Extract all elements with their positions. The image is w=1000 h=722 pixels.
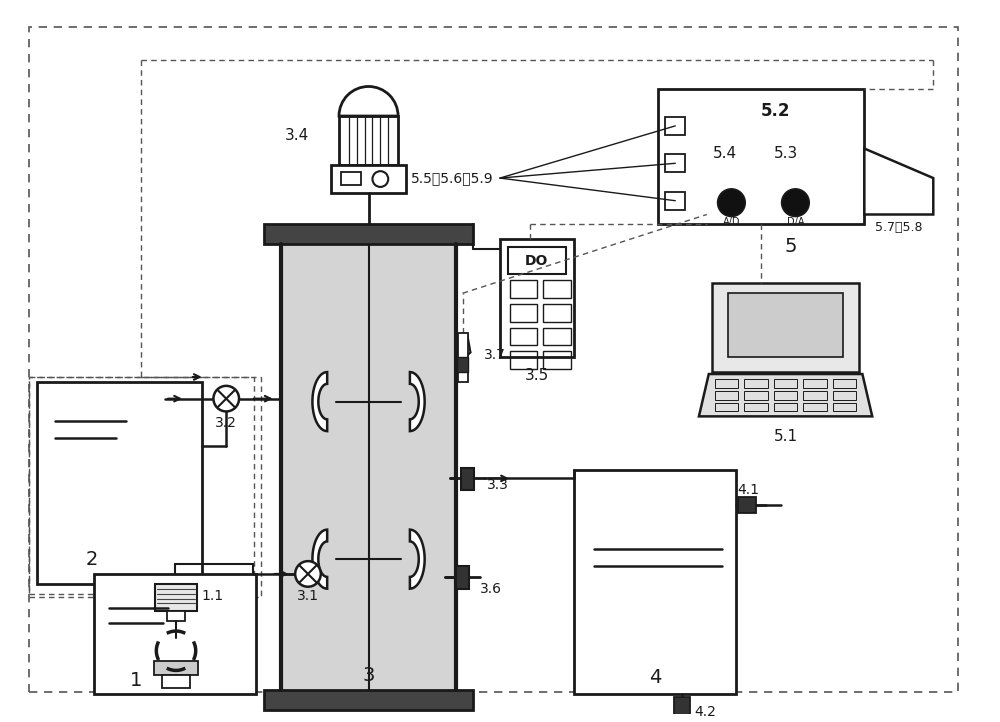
Text: 3.3: 3.3: [487, 478, 509, 492]
Bar: [803, 391, 827, 400]
Bar: [715, 379, 738, 388]
Text: DO: DO: [525, 253, 549, 268]
Circle shape: [295, 561, 321, 587]
Text: 1.1: 1.1: [202, 588, 224, 603]
Text: 5.5、5.6、5.9: 5.5、5.6、5.9: [411, 171, 494, 185]
Text: 5.2: 5.2: [761, 102, 790, 120]
Polygon shape: [699, 374, 872, 417]
Bar: [543, 352, 571, 369]
Text: 3.6: 3.6: [480, 582, 502, 596]
Bar: [774, 391, 797, 400]
Circle shape: [372, 171, 388, 187]
Wedge shape: [339, 87, 398, 116]
Bar: [674, 697, 690, 716]
Bar: [803, 379, 827, 388]
Text: 5.4: 5.4: [712, 146, 737, 161]
Bar: [264, 225, 473, 244]
Bar: [510, 352, 537, 369]
Text: 5.7、5.8: 5.7、5.8: [875, 221, 923, 234]
Bar: [665, 117, 685, 135]
Bar: [728, 293, 843, 357]
Text: 3.1: 3.1: [297, 588, 319, 603]
Text: 5.3: 5.3: [773, 146, 798, 161]
Bar: [461, 468, 474, 490]
Bar: [744, 403, 768, 412]
Bar: [803, 403, 827, 412]
Bar: [543, 280, 571, 298]
Polygon shape: [312, 530, 327, 588]
Bar: [574, 469, 736, 694]
Bar: [665, 155, 685, 172]
Bar: [37, 382, 202, 584]
Text: 3.4: 3.4: [285, 129, 309, 143]
Bar: [456, 566, 469, 588]
Bar: [715, 403, 738, 412]
Polygon shape: [864, 149, 933, 214]
Bar: [744, 391, 768, 400]
Bar: [833, 379, 856, 388]
Bar: [510, 328, 537, 345]
Bar: [658, 90, 864, 225]
Circle shape: [718, 189, 745, 217]
Bar: [162, 675, 190, 688]
Bar: [341, 172, 361, 185]
Text: 3.5: 3.5: [525, 367, 549, 383]
Circle shape: [213, 386, 239, 412]
Bar: [508, 247, 566, 274]
Bar: [774, 379, 797, 388]
Text: 3.7: 3.7: [484, 348, 506, 362]
Bar: [510, 304, 537, 322]
Text: 2: 2: [85, 549, 98, 569]
Bar: [458, 333, 468, 382]
Polygon shape: [410, 530, 425, 588]
Bar: [29, 377, 261, 596]
Bar: [155, 584, 197, 612]
Bar: [29, 377, 254, 593]
Bar: [738, 497, 756, 513]
Bar: [543, 328, 571, 345]
Text: 3.2: 3.2: [215, 417, 237, 430]
Text: 1: 1: [129, 671, 142, 690]
Polygon shape: [312, 372, 327, 431]
Text: 5: 5: [784, 237, 797, 256]
Bar: [833, 403, 856, 412]
Bar: [331, 165, 406, 193]
Bar: [665, 192, 685, 209]
Text: D/A: D/A: [787, 217, 804, 227]
Bar: [154, 661, 198, 675]
Bar: [744, 379, 768, 388]
Bar: [510, 280, 537, 298]
Bar: [264, 690, 473, 710]
Bar: [715, 391, 738, 400]
Text: A/D: A/D: [723, 217, 740, 227]
Bar: [712, 284, 859, 372]
Bar: [774, 403, 797, 412]
Bar: [339, 116, 398, 165]
Bar: [457, 357, 468, 372]
Bar: [500, 239, 574, 357]
Bar: [543, 304, 571, 322]
Polygon shape: [410, 372, 425, 431]
Bar: [167, 612, 185, 621]
Text: 4.1: 4.1: [737, 483, 759, 497]
Circle shape: [782, 189, 809, 217]
Bar: [94, 574, 256, 694]
Bar: [833, 391, 856, 400]
Text: 5.1: 5.1: [774, 429, 798, 443]
Text: 3: 3: [362, 666, 375, 685]
Text: 4.2: 4.2: [694, 705, 716, 719]
Bar: [281, 244, 456, 690]
Text: 4: 4: [649, 668, 661, 687]
